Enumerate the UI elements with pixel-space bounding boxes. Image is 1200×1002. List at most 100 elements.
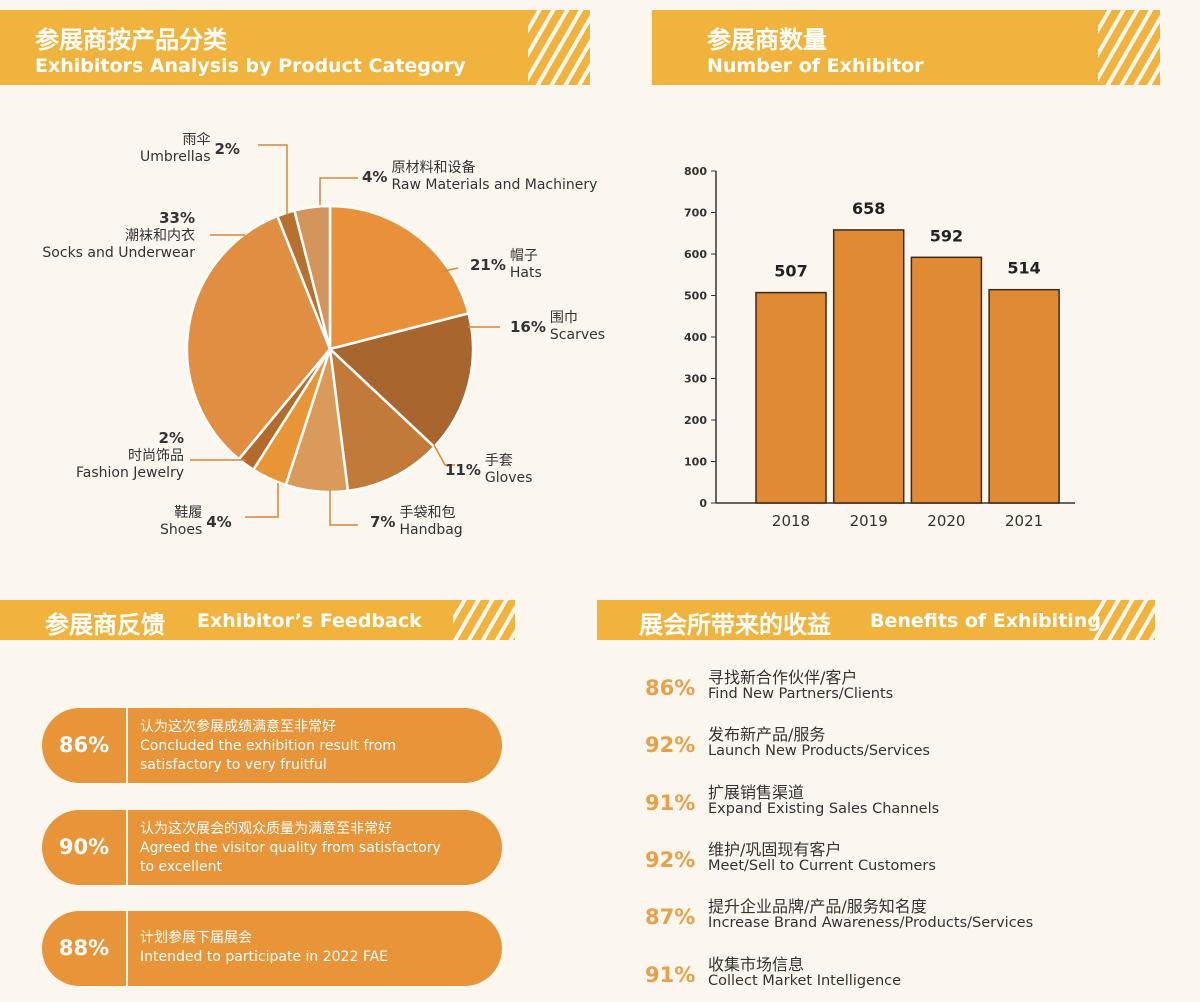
bar-2019	[832, 229, 905, 504]
leader-line	[433, 444, 455, 466]
stripes-decoration	[1093, 600, 1163, 640]
x-tick-label: 2020	[927, 512, 965, 530]
benefit-zh: 维护/巩固现有客户	[708, 839, 842, 859]
bar-2021	[988, 288, 1060, 504]
benefit-en: Increase Brand Awareness/Products/Servic…	[708, 915, 1034, 932]
pie-en: Hats	[509, 265, 542, 281]
pie-zh: 帽子	[509, 248, 538, 264]
y-tick-label: 200	[684, 414, 707, 427]
count-title-en: Number of Exhibitor	[707, 55, 924, 77]
pie-zh: 鞋履	[174, 505, 203, 521]
benefit-zh: 寻找新合作伙伴/客户	[708, 668, 858, 687]
benefit-en: Expand Existing Sales Channels	[708, 800, 940, 817]
bar-value-label: 592	[930, 226, 963, 245]
leader-line	[319, 177, 358, 205]
pie-pct: 21%	[470, 255, 506, 274]
bar-value-label: 507	[774, 262, 807, 281]
pie-zh: 围巾	[549, 310, 578, 326]
category-banner: 参展商按产品分类 Exhibitors Analysis by Product …	[0, 10, 598, 85]
pie-en: Handbag	[399, 522, 463, 538]
feedback-pct: 86%	[58, 733, 110, 757]
benefit-en: Meet/Sell to Current Customers	[708, 857, 936, 874]
leader-line	[329, 490, 358, 526]
y-tick-label: 100	[684, 456, 707, 469]
pie-en: Umbrellas	[140, 149, 211, 165]
bar-value-label: 514	[1007, 259, 1040, 278]
benefits-title-en: Benefits of Exhibiting	[870, 610, 1101, 632]
pie-zh: 时尚饰品	[128, 448, 184, 464]
pie-en: Raw Materials and Machinery	[391, 177, 598, 193]
pie-zh: 潮袜和内衣	[125, 228, 195, 244]
category-title-zh: 参展商按产品分类	[35, 26, 227, 54]
feedback-zh: 认为这次参展成绩满意至非常好	[140, 719, 336, 735]
feedback-en: satisfactory to very fruitful	[140, 757, 327, 773]
y-tick-label: 700	[684, 207, 707, 220]
pie-label: 鞋履 Shoes 4%	[160, 505, 232, 539]
pie-pct: 4%	[206, 512, 232, 531]
pie-pct: 33%	[159, 209, 195, 227]
benefit-pct: 86%	[645, 676, 696, 700]
benefit-pct: 92%	[645, 847, 696, 872]
feedback-pct: 88%	[58, 936, 110, 960]
pie-pct: 2%	[158, 429, 184, 447]
benefit-en: Launch New Products/Services	[708, 743, 930, 760]
feedback-item: 86% 认为这次参展成绩满意至非常好 Concluded the exhibiti…	[42, 708, 502, 783]
pie-en: Socks and Underwear	[42, 245, 195, 261]
pie-slice-socks-and-underwear	[185, 214, 332, 461]
benefit-zh: 扩展销售渠道	[708, 782, 805, 802]
pie-label: 33% 潮袜和内衣 Socks and Underwear	[35, 210, 195, 262]
feedback-zh: 计划参展下届展会	[140, 930, 252, 946]
pie-label: 7% 手袋和包 Handbag	[370, 505, 463, 539]
bar-value-label: 658	[852, 199, 885, 218]
benefit-zh: 收集市场信息	[708, 954, 805, 974]
pie-label: 21% 帽子 Hats	[470, 248, 542, 282]
y-tick-label: 800	[684, 165, 707, 178]
category-title-en: Exhibitors Analysis by Product Category	[35, 55, 466, 77]
benefits-banner: 展会所带来的收益 Benefits of Exhibiting	[597, 600, 1163, 640]
pie-label: 4% 原材料和设备 Raw Materials and Machinery	[362, 160, 597, 194]
pie-zh: 手套	[484, 453, 513, 469]
benefit-zh: 提升企业品牌/产品/服务知名度	[708, 897, 927, 917]
benefit-pct: 91%	[645, 790, 696, 815]
feedback-en: Agreed the visitor quality from satisfac…	[140, 840, 441, 856]
x-tick-label: 2018	[772, 512, 810, 530]
benefit-pct: 92%	[645, 733, 696, 758]
count-title-zh: 参展商数量	[707, 26, 827, 54]
pie-pct: 11%	[445, 460, 481, 479]
stripes-decoration	[453, 600, 523, 640]
pie-label: 2% 时尚饰品 Fashion Jewelry	[69, 430, 184, 482]
pie-label: 雨伞 Umbrellas 2%	[140, 132, 240, 166]
y-tick-label: 500	[684, 290, 707, 303]
benefit-pct: 91%	[645, 962, 696, 987]
feedback-title-zh: 参展商反馈	[45, 611, 165, 639]
benefits-title-zh: 展会所带来的收益	[639, 611, 831, 639]
feedback-en: to excellent	[140, 859, 222, 875]
pie-en: Gloves	[484, 470, 533, 486]
pie-zh: 手袋和包	[399, 505, 456, 521]
feedback-en: Intended to participate in 2022 FAE	[140, 949, 389, 965]
pie-slice-raw-materials-and-machinery	[292, 204, 332, 350]
stripes-decoration	[528, 10, 598, 85]
benefit-en: Collect Market Intelligence	[708, 972, 902, 989]
pie-pct: 16%	[510, 317, 546, 336]
feedback-item: 88% 计划参展下届展会 Intended to participate in 2…	[42, 911, 502, 986]
feedback-banner: 参展商反馈 Exhibitor’s Feedback	[0, 600, 523, 640]
leader-line	[258, 144, 288, 215]
leader-line	[245, 483, 279, 518]
benefit-pct: 87%	[645, 905, 696, 930]
bar-2018	[755, 291, 827, 504]
benefit-en: Find New Partners/Clients	[708, 686, 894, 702]
feedback-title-en: Exhibitor’s Feedback	[197, 610, 422, 632]
pie-label: 16% 围巾 Scarves	[510, 310, 605, 344]
pie-pct: 2%	[214, 139, 240, 158]
pie-slice-hats	[328, 204, 471, 351]
y-tick-label: 400	[684, 331, 707, 344]
bar-2020	[910, 256, 983, 504]
x-tick-label: 2019	[850, 512, 888, 530]
benefit-zh: 发布新产品/服务	[708, 725, 826, 745]
pie-en: Scarves	[549, 327, 606, 343]
count-banner: 参展商数量 Number of Exhibitor	[652, 10, 1168, 85]
pie-en: Shoes	[160, 522, 203, 538]
pie-zh: 雨伞	[182, 132, 211, 148]
